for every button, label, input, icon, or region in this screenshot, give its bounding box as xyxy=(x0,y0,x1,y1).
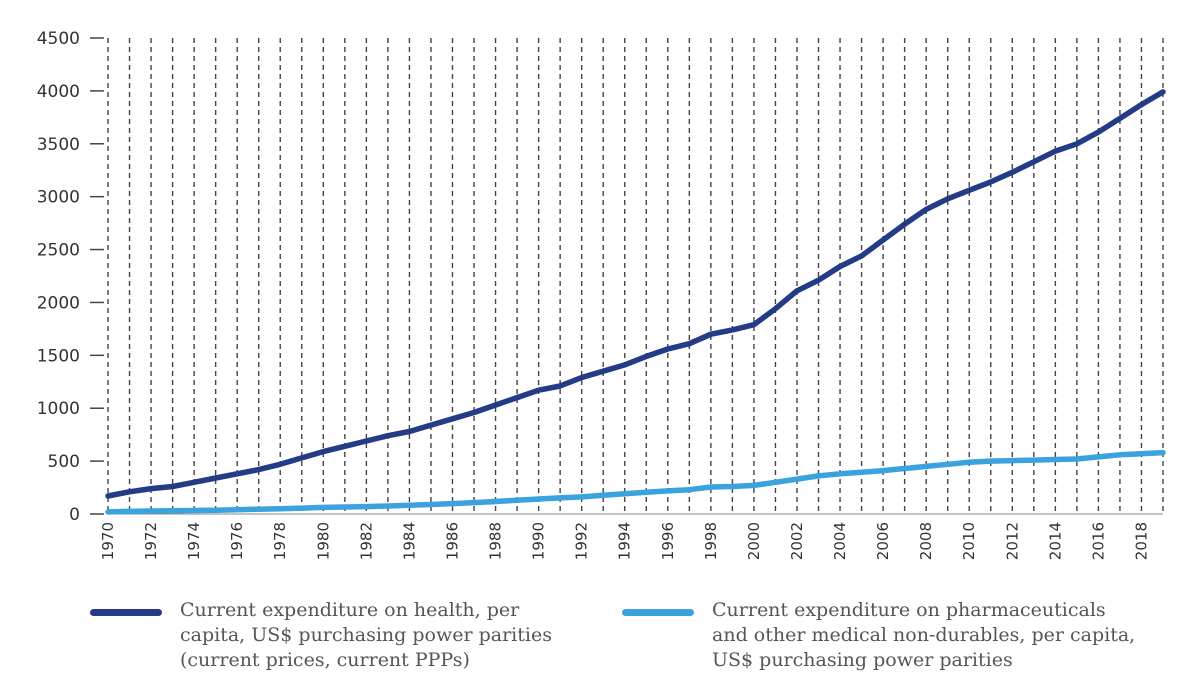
x-tick-label: 1982 xyxy=(357,522,375,560)
y-tick-label: 3000 xyxy=(37,188,80,208)
x-tick-label: 1976 xyxy=(228,522,246,560)
y-tick-label: 4500 xyxy=(37,29,80,49)
x-tick-label: 1978 xyxy=(271,522,289,560)
x-tick-label: 1988 xyxy=(487,522,505,560)
x-tick-label: 2010 xyxy=(960,522,978,560)
x-tick-label: 2014 xyxy=(1046,522,1064,560)
x-tick-label: 1994 xyxy=(616,522,634,560)
x-tick-label: 1974 xyxy=(185,522,203,560)
series-lines xyxy=(105,89,1166,515)
x-tick-label: 1992 xyxy=(573,522,591,560)
x-tick-label: 1972 xyxy=(142,522,160,560)
legend-swatch-health xyxy=(90,609,162,616)
x-tick-label: 2008 xyxy=(917,522,935,560)
x-tick-label: 1970 xyxy=(99,522,117,560)
x-tick-label: 1990 xyxy=(530,522,548,560)
x-tick-label: 2012 xyxy=(1003,522,1021,560)
x-axis: 1970 1972 1974 1976 1978 1980 1982 1984 1986 1988… xyxy=(99,513,1163,560)
legend-item-pharmaceuticals: Current expenditure on pharmaceuticals a… xyxy=(622,598,1135,673)
series-line-health xyxy=(105,89,1166,499)
x-tick-label: 2016 xyxy=(1089,522,1107,560)
x-tick-label: 2004 xyxy=(831,522,849,560)
series-line-pharmaceuticals xyxy=(105,449,1166,515)
x-tick-label: 2018 xyxy=(1132,522,1150,560)
legend-item-health: Current expenditure on health, per capit… xyxy=(90,598,552,673)
x-tick-label: 2002 xyxy=(788,522,806,560)
y-axis: 0 500 1000 1500 2000 2500 3000 3500 4000 4500 xyxy=(37,29,104,525)
x-tick-label: 1998 xyxy=(702,522,720,560)
x-tick-label: 1984 xyxy=(400,522,418,560)
y-tick-label: 3500 xyxy=(37,135,80,155)
y-tick-label: 2500 xyxy=(37,241,80,261)
x-tick-label: 1986 xyxy=(443,522,461,560)
line-chart: 0 500 1000 1500 2000 2500 3000 3500 4000 4500 197… xyxy=(37,29,1166,560)
x-tick-label: 1980 xyxy=(314,522,332,560)
y-tick-label: 0 xyxy=(69,505,80,525)
grid-lines xyxy=(107,38,1164,514)
x-tick-label: 1996 xyxy=(659,522,677,560)
legend-label-pharmaceuticals: Current expenditure on pharmaceuticals a… xyxy=(712,599,1136,671)
legend-label-health: Current expenditure on health, per capit… xyxy=(180,599,552,671)
x-tick-label: 2006 xyxy=(874,522,892,560)
legend-swatch-pharmaceuticals xyxy=(622,609,694,616)
y-tick-label: 4000 xyxy=(37,82,80,102)
y-tick-label: 1500 xyxy=(37,346,80,366)
y-tick-label: 500 xyxy=(48,452,80,472)
y-tick-label: 1000 xyxy=(37,399,80,419)
x-tick-label: 2000 xyxy=(745,522,763,560)
y-tick-label: 2000 xyxy=(37,293,80,313)
